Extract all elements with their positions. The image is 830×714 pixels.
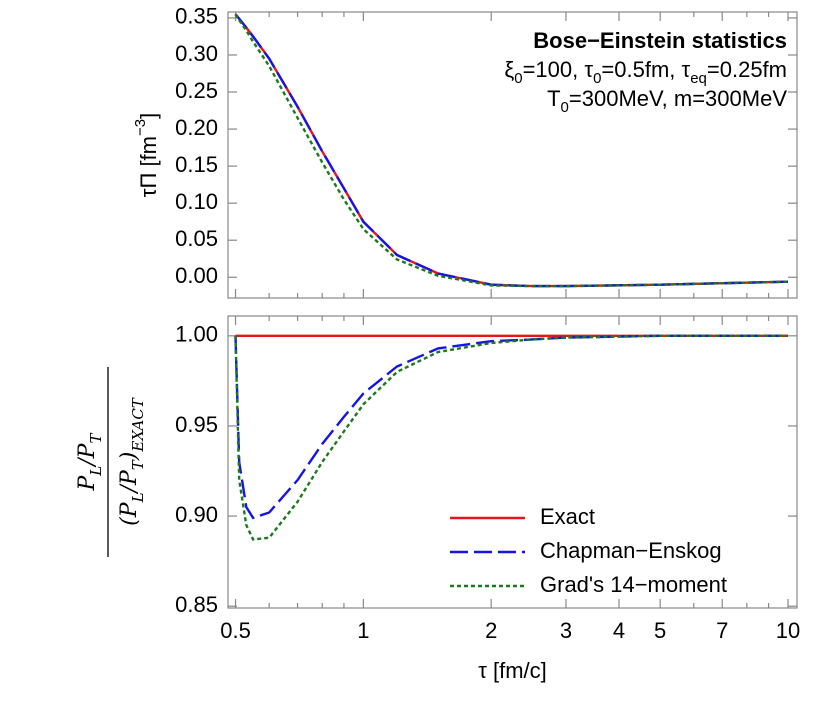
text-piece: =100, (523, 57, 585, 82)
subscript: EXACT (129, 397, 147, 452)
y-tick-label: 0.35 (175, 4, 218, 29)
x-tick-label: 3 (560, 618, 572, 643)
subscript: L (87, 466, 105, 477)
y-tick-label: 0.30 (175, 41, 218, 66)
y-axis-label-denominator: (PL/PT)EXACT (117, 397, 147, 526)
text-piece: T (547, 86, 560, 111)
series-line (234, 13, 789, 288)
y-tick-label: 0.15 (175, 152, 218, 177)
text-piece: τ (682, 57, 691, 82)
text-piece: =0.25fm (707, 57, 787, 82)
series-line (234, 334, 788, 541)
y-axis-label: τΠ [fm−3] (132, 113, 160, 197)
annotation: ξ0=100, τ0=0.5fm, τeq=0.25fm (504, 57, 787, 88)
x-tick-label: 7 (716, 618, 728, 643)
text-piece: =300MeV, m=300MeV (569, 86, 787, 111)
subscript: 0 (593, 70, 601, 87)
legend-label: Grad's 14−moment (540, 572, 727, 597)
y-tick-label: 1.00 (175, 322, 218, 347)
x-tick-label: 10 (776, 618, 800, 643)
subscript: T (87, 433, 105, 444)
text-piece: τΠ [fm (136, 136, 161, 197)
y-tick-label: 0.10 (175, 189, 218, 214)
x-axis-label: τ [fm/c] (478, 658, 547, 683)
y-tick-label: 0.20 (175, 115, 218, 140)
y-tick-label: 0.00 (175, 263, 218, 288)
plot-frame (227, 11, 798, 299)
text-piece: Bose−Einstein statistics (533, 28, 787, 53)
y-tick-label: 0.25 (175, 78, 218, 103)
subscript: eq (690, 70, 707, 87)
x-tick-label: 4 (613, 618, 625, 643)
text-piece: / (117, 482, 142, 494)
superscript: −3 (132, 119, 149, 136)
y-tick-label: 0.85 (175, 592, 218, 617)
annotation: T0=300MeV, m=300MeV (547, 86, 787, 117)
series-line (234, 13, 789, 288)
text-piece: P (75, 475, 100, 492)
y-axis-label-numerator: PL/PT (75, 433, 105, 492)
x-tick-label: 1 (357, 618, 369, 643)
text-piece: ξ (504, 57, 514, 82)
legend-label: Chapman−Enskog (540, 538, 722, 563)
legend-label: Exact (540, 504, 595, 529)
subscript: 0 (514, 70, 522, 87)
x-tick-label: 0.5 (220, 618, 251, 643)
subscript: T (129, 459, 147, 470)
series-line (234, 334, 788, 520)
y-tick-label: 0.05 (175, 226, 218, 251)
annotation: Bose−Einstein statistics (533, 28, 787, 53)
text-piece: =0.5fm, (601, 57, 681, 82)
series-line (234, 13, 789, 288)
text-piece: P (117, 469, 142, 486)
plot-frame (227, 315, 798, 609)
subscript: L (129, 492, 147, 503)
y-tick-label: 0.90 (175, 502, 218, 527)
text-piece: ) (117, 452, 142, 462)
text-piece: ] (136, 113, 161, 119)
subscript: 0 (561, 99, 569, 116)
text-piece: τ (584, 57, 593, 82)
text-piece: / (75, 456, 100, 468)
x-tick-label: 5 (654, 618, 666, 643)
x-tick-label: 2 (485, 618, 497, 643)
y-tick-label: 0.95 (175, 412, 218, 437)
text-piece: (P (117, 501, 142, 526)
text-piece: P (75, 442, 100, 459)
